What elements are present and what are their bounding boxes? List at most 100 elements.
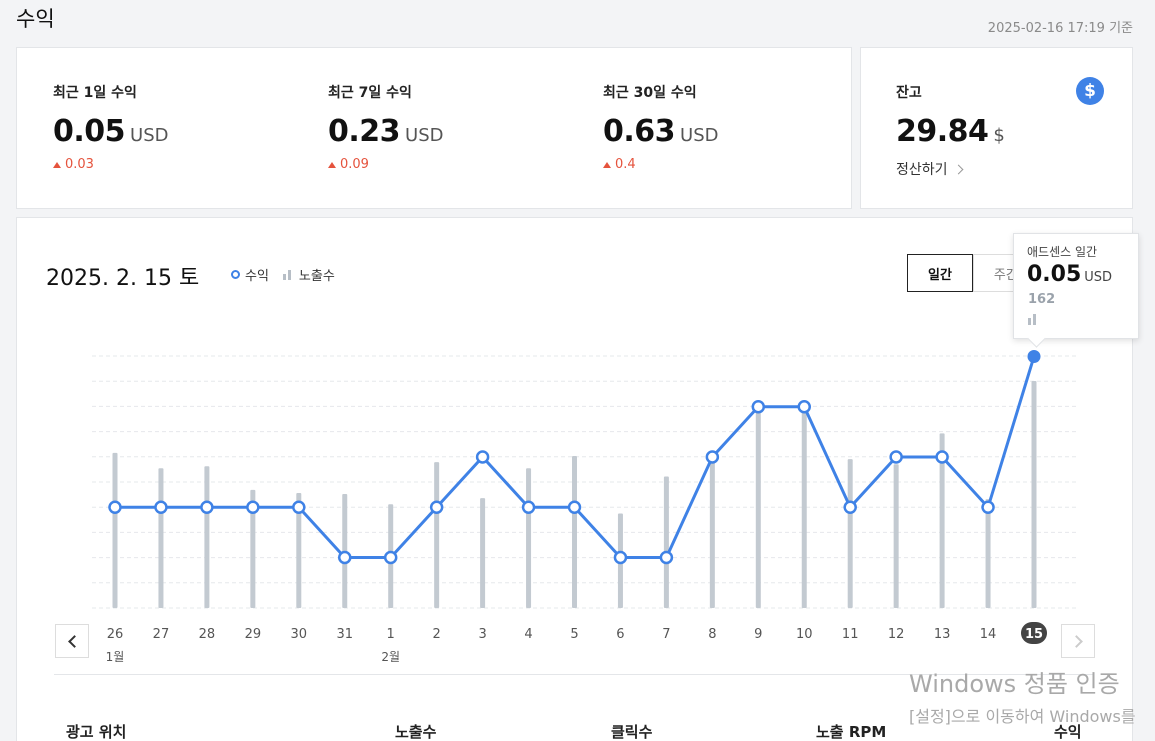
circle-marker-icon [231, 270, 240, 279]
impression-bar [204, 466, 210, 608]
revenue-point [889, 450, 903, 464]
month-label: 1월 [106, 650, 125, 664]
arrow-up-icon [53, 161, 61, 168]
x-tick-label: 27 [153, 627, 170, 642]
balance-label: 잔고 [896, 85, 922, 101]
col-header-rpm[interactable]: 노출 RPM [816, 723, 887, 741]
x-tick-label: 26 [107, 627, 124, 642]
legend-revenue[interactable]: 수익 [231, 265, 269, 284]
revenue-point [797, 400, 811, 414]
legend-label: 노출수 [298, 269, 335, 284]
arrow-up-icon [328, 161, 336, 168]
impression-bar [847, 459, 853, 608]
impression-bar [434, 462, 440, 608]
tooltip-title: 애드센스 일간 [1027, 245, 1098, 259]
revenue-point [843, 500, 857, 514]
revenue-point [246, 500, 260, 514]
revenue-point [383, 550, 398, 565]
x-tick-label: 31 [336, 627, 353, 642]
impression-bar [801, 406, 807, 608]
impression-bar [572, 455, 577, 608]
impression-bar [755, 408, 761, 608]
stat-label: 최근 7일 수익 [328, 85, 412, 101]
tooltip-unit: USD [1084, 270, 1113, 285]
x-tick-label: 3 [478, 627, 486, 642]
divider [54, 674, 1094, 675]
impression-bar [526, 468, 532, 608]
revenue-point [567, 500, 582, 514]
revenue-point [613, 550, 628, 565]
col-header-clicks[interactable]: 클릭수 [611, 723, 653, 741]
x-tick-label: 9 [754, 627, 762, 642]
revenue-point [475, 450, 490, 464]
stat-unit: USD [130, 125, 169, 146]
impression-bar [709, 454, 715, 608]
impression-bar [296, 492, 302, 608]
balance-card: 잔고 $ 29.84 $ 정산하기 [860, 47, 1133, 209]
stat-delta-value: 0.4 [615, 157, 636, 172]
x-tick-label: 10 [796, 627, 813, 642]
stat-unit: USD [680, 125, 719, 146]
legend-label: 수익 [245, 269, 269, 284]
as-of-timestamp: 2025-02-16 17:19 기준 [987, 21, 1133, 36]
stat-value: 0.05 [53, 114, 126, 149]
stat-delta-value: 0.09 [340, 157, 369, 172]
x-tick-label: 28 [199, 627, 216, 642]
prev-period-button[interactable] [55, 624, 89, 658]
stat-label: 최근 30일 수익 [603, 85, 697, 101]
revenue-point [521, 500, 536, 514]
month-label: 2월 [381, 650, 400, 664]
x-tick-label: 2 [433, 627, 441, 642]
stat-value: 0.23 [328, 114, 401, 149]
settle-link[interactable]: 정산하기 [896, 159, 963, 179]
watermark-subtitle: [설정]으로 이동하여 Windows를 [909, 707, 1136, 726]
settle-label: 정산하기 [896, 162, 948, 178]
stat-delta: 0.4 [603, 157, 719, 172]
stat-7day: 최근 7일 수익 0.23 USD 0.09 [328, 82, 444, 172]
tab-daily[interactable]: 일간 [907, 254, 973, 292]
impression-bar [480, 498, 486, 608]
x-tick-label: 5 [570, 627, 578, 642]
balance-unit: $ [993, 125, 1005, 146]
impression-bar [985, 499, 991, 608]
revenue-point [338, 550, 352, 565]
next-period-button[interactable] [1061, 624, 1095, 658]
x-tick-label: 29 [245, 627, 262, 642]
revenue-point [292, 500, 306, 514]
x-tick-label: 6 [616, 627, 624, 642]
stat-delta-value: 0.03 [65, 157, 94, 172]
impression-bar [939, 433, 945, 608]
revenue-point [200, 500, 214, 514]
dollar-icon: $ [1076, 77, 1104, 105]
col-header-revenue[interactable]: 수익 [1054, 723, 1082, 741]
selected-date-pill [1021, 622, 1047, 644]
impression-bar [250, 489, 256, 608]
revenue-point [751, 400, 766, 414]
legend-impressions[interactable]: 노출수 [282, 265, 335, 284]
bar-chart-icon [282, 269, 293, 280]
tooltip-value: 0.05 [1027, 262, 1082, 287]
impression-bar [893, 464, 899, 608]
revenue-point [659, 550, 674, 565]
chevron-left-icon [67, 634, 81, 648]
impression-bar [158, 468, 164, 608]
revenue-point [935, 450, 949, 464]
watermark-title: Windows 정품 인증 [909, 670, 1120, 698]
x-tick-label: 8 [708, 627, 716, 642]
x-tick-label: 4 [524, 627, 532, 642]
x-tick-label: 14 [980, 627, 997, 642]
stat-1day: 최근 1일 수익 0.05 USD 0.03 [53, 82, 169, 172]
revenue-point [154, 500, 168, 514]
stat-unit: USD [405, 125, 444, 146]
balance-value: 29.84 [896, 114, 989, 149]
stat-delta: 0.03 [53, 157, 169, 172]
col-header-impressions[interactable]: 노출수 [395, 723, 437, 741]
col-header-ad-position[interactable]: 광고 위치 [66, 723, 127, 741]
tooltip-impressions: 162 [1028, 292, 1056, 307]
chart-date: 2025. 2. 15 토 [46, 266, 200, 291]
revenue-point [429, 500, 444, 514]
x-tick-label: 30 [291, 627, 308, 642]
x-tick-label: 11 [842, 627, 859, 642]
chart-legend: 수익 노출수 [231, 265, 349, 284]
